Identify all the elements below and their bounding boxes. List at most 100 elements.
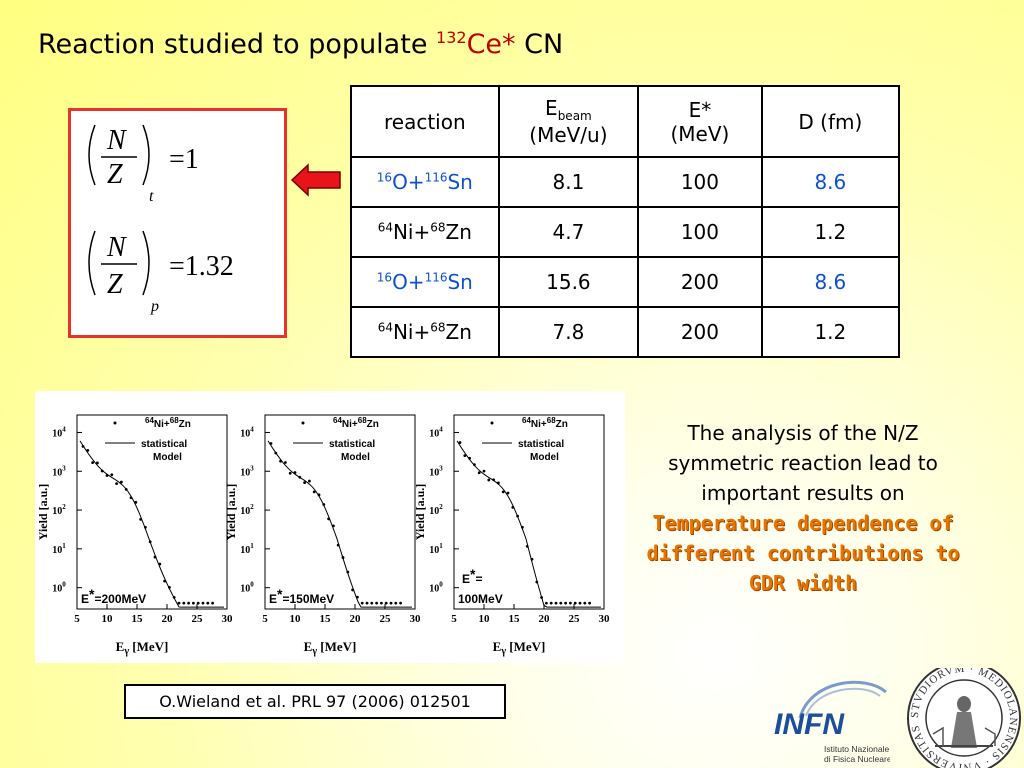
infn-logo-text: INFN [774,708,845,741]
data-point [511,505,515,509]
panel-estar-label: E*= [462,566,482,586]
data-point [380,601,383,605]
data-point [336,543,340,547]
data-point [206,601,210,605]
header-ebeam: Ebeam (MeV/u) [497,85,640,158]
paren-left-2 [88,230,96,296]
data-point [196,601,200,605]
data-point [91,461,94,465]
x-tick-label: 10 [479,613,491,625]
x-tick-label: 20 [350,613,362,625]
data-point [110,473,114,477]
data-point [293,471,297,474]
data-point [312,490,316,494]
y-tick-label: 103 [429,464,443,478]
title-suffix: CN [515,29,564,60]
data-point [487,478,491,482]
data-point [530,557,534,561]
data-point [545,601,548,605]
data-point [163,579,167,583]
legend-marker [490,421,494,425]
reactions-table: reaction Ebeam (MeV/u) E* (MeV) D (fm) 16O… [350,85,901,358]
equations-svg: N Z t =1 N Z p =1.32 [88,124,234,315]
y-tick-label: 104 [429,425,443,439]
title-nucleus: Ce* [466,29,516,60]
y-tick-label: 102 [429,503,443,517]
data-point [322,503,326,506]
x-tick-label: 20 [162,613,174,625]
cell-estar: 100 [637,156,763,208]
plot-frame [76,414,228,610]
data-point [269,442,273,445]
data-point [346,570,350,574]
analysis-body: The analysis of the N/Z symmetric reacti… [668,421,938,505]
plot-frame [264,414,416,610]
x-tick-label: 25 [380,613,392,625]
data-point [501,490,505,494]
x-tick-label: 10 [102,613,114,625]
data-point [86,449,90,452]
statistical-model-curve [79,440,224,608]
data-point [211,601,215,605]
infn-line1: Istituto Nazionale [824,744,889,754]
eq2-rhs: =1.32 [169,251,234,282]
data-point [516,514,519,518]
y-tick-label: 101 [240,542,254,556]
y-tick-label: 103 [52,464,66,478]
x-tick-label: 15 [320,613,332,625]
x-tick-label: 25 [569,613,581,625]
eq2-subscript: p [150,298,159,315]
cell-ebeam: 8.1 [497,156,640,208]
data-point [573,601,577,605]
data-point [201,601,205,605]
infn-line2: di Fisica Nucleare [824,754,890,764]
data-point [284,461,287,464]
data-point [399,601,402,605]
cell-d: 1.2 [760,306,901,358]
data-point [96,461,99,465]
data-point [279,459,282,463]
data-point [182,601,186,605]
cell-reaction: 64Ni+68Zn [350,206,500,258]
data-point [308,479,311,483]
data-point [81,444,85,448]
y-tick-label: 100 [429,581,443,595]
title-text: Reaction studied to populate [38,29,437,60]
data-point [535,580,539,584]
y-axis-label: Yield [a.u.] [413,484,427,541]
cell-estar: 200 [637,256,763,308]
data-point [351,588,354,592]
x-tick-label: 5 [451,613,457,625]
legend-reaction: 64Ni+68Zn [333,416,379,430]
legend-line2: Model [341,452,370,463]
paren-left-1 [88,124,96,186]
y-tick-label: 102 [240,503,254,517]
eq1-denominator: Z [107,159,123,190]
table-row: 64Ni+68Zn 4.7 100 1.2 [350,206,901,258]
cell-reaction: 64Ni+68Zn [350,306,500,358]
reference-box: O.Wieland et al. PRL 97 (2006) 012501 [124,684,506,719]
x-axis-label: Eγ [MeV] [116,639,169,657]
y-tick-label: 100 [52,581,66,595]
statistical-model-curve [267,440,412,608]
data-point [332,524,335,528]
data-point [341,556,345,559]
cell-d: 8.6 [760,156,901,208]
legend-marker [301,421,305,425]
eq1-numerator: N [106,125,127,156]
data-point [463,454,467,458]
data-point [288,471,292,475]
slide-title: Reaction studied to populate 132Ce* CN [38,28,563,60]
data-point [564,601,567,605]
data-point [365,601,369,605]
title-mass-number: 132 [436,28,467,47]
data-point [327,517,330,521]
legend-line1: statistical [518,439,564,450]
y-axis-label: Yield [a.u.] [224,484,238,541]
data-point [559,601,563,605]
data-point [153,555,157,559]
cell-ebeam: 4.7 [497,206,640,258]
legend-line1: statistical [141,439,187,450]
x-tick-label: 30 [222,613,234,625]
data-point [158,562,162,566]
